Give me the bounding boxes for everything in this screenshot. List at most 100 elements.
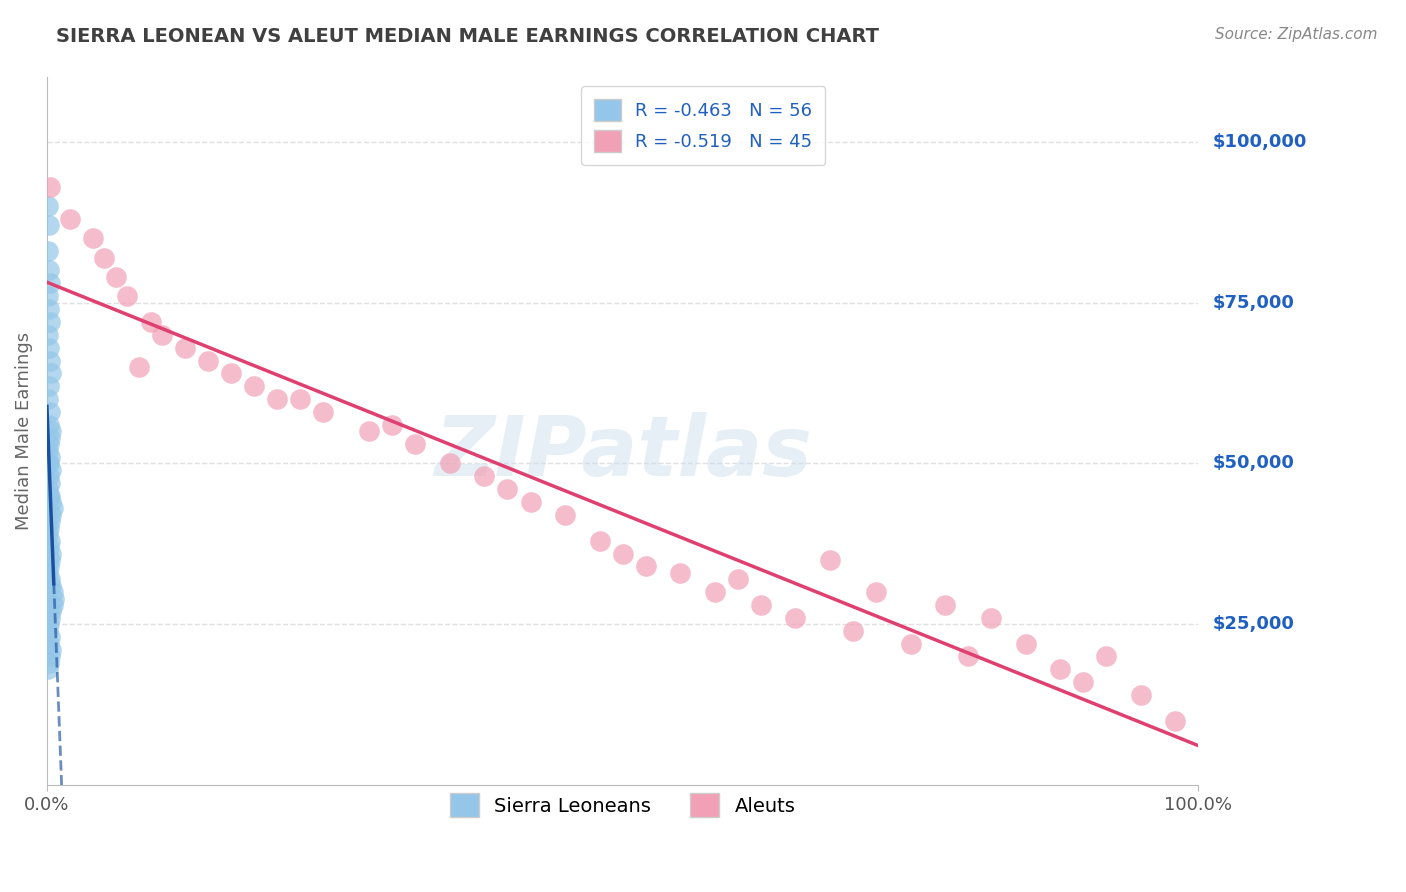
Point <box>1049 662 1071 676</box>
Point <box>612 547 634 561</box>
Point <box>150 327 173 342</box>
Point <box>519 495 541 509</box>
Point <box>38 469 60 483</box>
Point <box>359 424 381 438</box>
Point <box>842 624 865 638</box>
Point <box>266 392 288 406</box>
Point <box>38 301 60 316</box>
Point <box>37 244 59 259</box>
Point <box>37 327 59 342</box>
Point <box>290 392 312 406</box>
Point <box>37 199 59 213</box>
Point <box>865 585 887 599</box>
Point <box>39 475 62 490</box>
Point <box>41 643 63 657</box>
Point <box>980 611 1002 625</box>
Point <box>41 547 63 561</box>
Point <box>41 508 63 522</box>
Point <box>634 559 657 574</box>
Point <box>785 611 807 625</box>
Point <box>39 553 62 567</box>
Text: SIERRA LEONEAN VS ALEUT MEDIAN MALE EARNINGS CORRELATION CHART: SIERRA LEONEAN VS ALEUT MEDIAN MALE EARN… <box>56 27 879 45</box>
Point <box>59 211 82 226</box>
Point <box>38 489 60 503</box>
Point <box>1095 649 1118 664</box>
Point <box>174 341 197 355</box>
Point <box>496 482 519 496</box>
Point <box>39 533 62 548</box>
Point <box>1164 714 1187 728</box>
Point <box>139 315 162 329</box>
Point <box>39 315 62 329</box>
Point <box>727 572 749 586</box>
Point <box>41 463 63 477</box>
Y-axis label: Median Male Earnings: Median Male Earnings <box>15 332 32 531</box>
Point <box>104 269 127 284</box>
Point <box>39 514 62 528</box>
Point <box>474 469 496 483</box>
Point <box>38 637 60 651</box>
Point <box>37 662 59 676</box>
Point <box>749 598 772 612</box>
Point <box>41 579 63 593</box>
Point <box>900 637 922 651</box>
Point <box>38 263 60 277</box>
Point <box>38 521 60 535</box>
Point <box>38 379 60 393</box>
Point <box>39 611 62 625</box>
Point <box>219 367 242 381</box>
Point <box>42 591 65 606</box>
Point <box>39 572 62 586</box>
Point <box>41 604 63 618</box>
Legend: Sierra Leoneans, Aleuts: Sierra Leoneans, Aleuts <box>441 786 803 825</box>
Point <box>439 457 461 471</box>
Point <box>38 417 60 432</box>
Text: $75,000: $75,000 <box>1212 293 1294 311</box>
Point <box>1129 688 1152 702</box>
Point <box>381 417 404 432</box>
Point <box>41 495 63 509</box>
Point <box>39 649 62 664</box>
Point <box>38 656 60 670</box>
Point <box>669 566 692 580</box>
Point <box>39 179 62 194</box>
Point <box>818 553 841 567</box>
Point <box>37 457 59 471</box>
Point <box>39 431 62 445</box>
Point <box>39 277 62 291</box>
Point <box>39 353 62 368</box>
Point <box>1014 637 1036 651</box>
Point <box>38 617 60 632</box>
Point <box>37 392 59 406</box>
Point <box>38 219 60 233</box>
Point <box>37 624 59 638</box>
Point <box>703 585 725 599</box>
Point <box>39 450 62 464</box>
Text: $100,000: $100,000 <box>1212 133 1306 151</box>
Point <box>38 559 60 574</box>
Point <box>312 405 335 419</box>
Point <box>38 341 60 355</box>
Point <box>41 598 63 612</box>
Point <box>39 489 62 503</box>
Point <box>38 457 60 471</box>
Point <box>404 437 426 451</box>
Point <box>38 540 60 554</box>
Text: Source: ZipAtlas.com: Source: ZipAtlas.com <box>1215 27 1378 42</box>
Point <box>38 437 60 451</box>
Point <box>243 379 266 393</box>
Point <box>82 231 104 245</box>
Point <box>41 501 63 516</box>
Text: $25,000: $25,000 <box>1212 615 1294 633</box>
Point <box>93 251 115 265</box>
Text: ZIPatlas: ZIPatlas <box>433 412 811 493</box>
Point <box>1071 675 1094 690</box>
Point <box>554 508 576 522</box>
Point <box>37 443 59 458</box>
Point <box>957 649 980 664</box>
Point <box>117 289 139 303</box>
Text: $50,000: $50,000 <box>1212 454 1294 473</box>
Point <box>197 353 219 368</box>
Point <box>37 566 59 580</box>
Point <box>128 359 150 374</box>
